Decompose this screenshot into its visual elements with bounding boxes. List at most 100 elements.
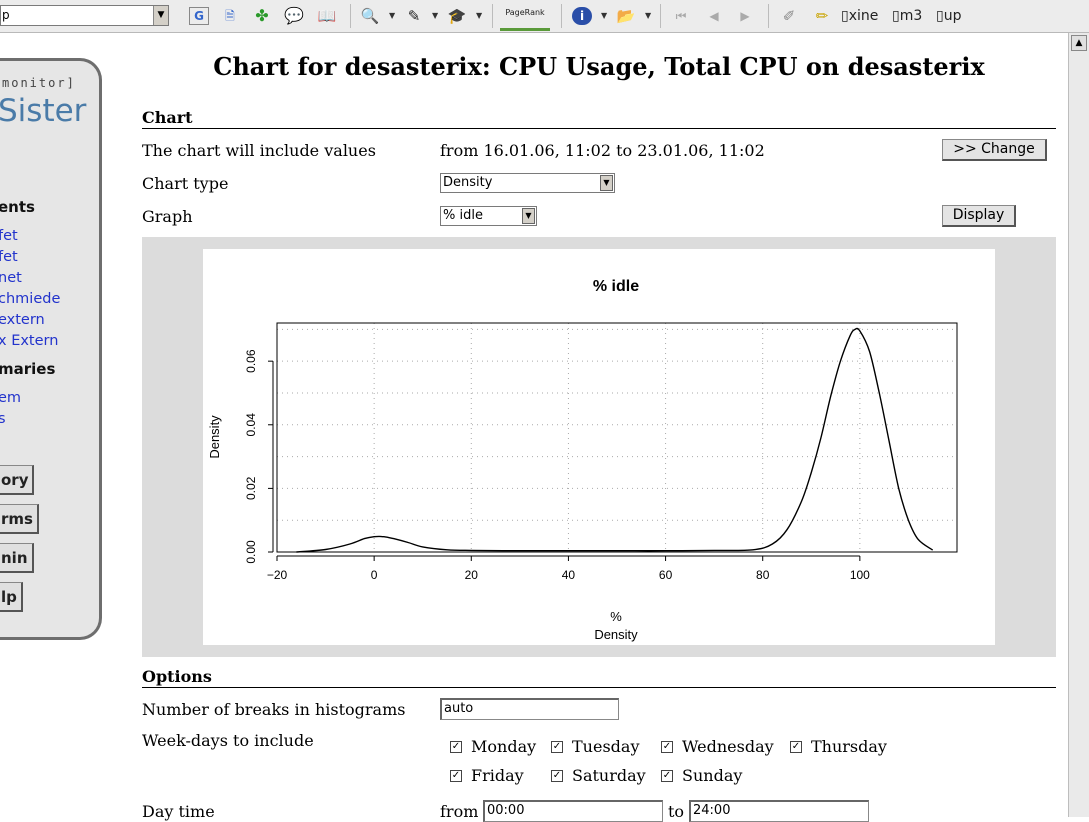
y-tick-label: 0.02	[244, 476, 258, 500]
info-icon[interactable]: i	[572, 7, 592, 25]
wednesday-label: Wednesday	[682, 737, 774, 756]
density-line	[296, 327, 934, 553]
sidebar-section-heading: ents	[0, 198, 35, 216]
daytime-label: Day time	[142, 802, 215, 821]
x-tick-label: 0	[371, 568, 378, 582]
help-button[interactable]: lp	[0, 582, 23, 612]
edit-icon[interactable]: ✐	[782, 7, 796, 25]
display-button[interactable]: Display	[942, 205, 1016, 227]
chevron-down-icon[interactable]: ▼	[600, 175, 613, 191]
monday-label: Monday	[471, 737, 537, 756]
graph-value: % idle	[443, 208, 483, 223]
bookmark-xine[interactable]: ▯xine	[841, 8, 879, 24]
density-chart: % idle −20 0 20 40 60 80 100 0.00 0.02 0.04 0.06 %…	[203, 249, 995, 645]
chevron-down-icon[interactable]: ▼	[522, 208, 535, 224]
chart-type-select[interactable]: Density ▼	[440, 173, 615, 193]
thursday-checkbox[interactable]: ✓	[790, 741, 802, 753]
thursday-label: Thursday	[811, 737, 887, 756]
history-button[interactable]: ory	[0, 465, 35, 495]
include-values-range: from 16.01.06, 11:02 to 23.01.06, 11:02	[440, 141, 765, 160]
scroll-up-icon[interactable]: ▲	[1071, 35, 1087, 51]
sidebar-link[interactable]: extern	[0, 312, 45, 328]
density-chart-svg: % idle −20 0 20 40 60 80 100 0.00 0.02 0.04 0.06 %…	[207, 278, 958, 642]
sidebar-section-heading: maries	[0, 360, 56, 378]
logo: Sister	[0, 93, 87, 129]
monitor-text: monitor]	[2, 76, 76, 90]
comment-icon[interactable]: 💬	[284, 6, 304, 25]
tuesday-checkbox[interactable]: ✓	[551, 741, 563, 753]
x-tick-label: 20	[465, 568, 479, 582]
daytime-to-label: to	[668, 802, 685, 821]
book-icon[interactable]: 📖	[317, 7, 337, 25]
x-tick-label: 100	[850, 568, 870, 582]
page-title: Chart for desasterix: CPU Usage, Total C…	[213, 52, 985, 81]
sidebar-link[interactable]: x Extern	[0, 333, 59, 349]
daytime-from-input[interactable]: 00:00	[483, 800, 663, 822]
x-tick-label: −20	[267, 568, 288, 582]
bookmark-up-label: up	[943, 8, 962, 24]
folder-icon[interactable]: 📂	[616, 7, 636, 25]
previous-icon[interactable]: ◀	[709, 9, 719, 23]
alarms-button[interactable]: rms	[0, 504, 39, 534]
pagerank-indicator: PageRank	[500, 8, 550, 31]
sidebar: monitor] Sister ents fet fet net chmiede…	[0, 58, 102, 640]
graph-select[interactable]: % idle ▼	[440, 206, 537, 226]
separator	[561, 4, 562, 28]
chart-type-label: Chart type	[142, 174, 229, 193]
x-tick-label: 40	[562, 568, 576, 582]
separator	[350, 4, 351, 28]
next-icon[interactable]: ▶	[740, 9, 750, 23]
google-icon[interactable]: G	[189, 7, 209, 25]
folder-dropdown-icon[interactable]: ▼	[645, 11, 652, 20]
graph-label: Graph	[142, 207, 193, 226]
page-info-icon[interactable]: 🗎	[225, 9, 235, 23]
sunday-checkbox[interactable]: ✓	[661, 770, 673, 782]
plot-frame	[276, 322, 958, 553]
search-icon[interactable]: 🔍	[360, 7, 380, 25]
admin-button[interactable]: nin	[0, 543, 34, 573]
sidebar-link[interactable]: fet	[0, 249, 18, 265]
daytime-to-input[interactable]: 24:00	[689, 800, 869, 822]
first-page-icon[interactable]: ⏮	[675, 9, 687, 23]
chart-axes: −20 0 20 40 60 80 100 0.00 0.02 0.04 0.06	[244, 349, 870, 582]
sidebar-link[interactable]: fet	[0, 228, 18, 244]
marker-icon[interactable]: ✏	[815, 7, 829, 25]
breaks-label: Number of breaks in histograms	[142, 700, 406, 719]
sidebar-link[interactable]: s	[0, 411, 6, 427]
monday-checkbox[interactable]: ✓	[450, 741, 462, 753]
address-combobox[interactable]: p ▼	[0, 5, 169, 26]
highlight-dropdown-icon[interactable]: ▼	[432, 11, 439, 20]
clover-icon[interactable]: ✤	[255, 6, 269, 25]
change-button[interactable]: >> Change	[942, 139, 1047, 161]
info-dropdown-icon[interactable]: ▼	[601, 11, 608, 20]
address-dropdown-icon[interactable]: ▼	[153, 6, 168, 25]
chart-grid	[276, 323, 957, 553]
friday-label: Friday	[471, 766, 524, 785]
bookmark-xine-label: xine	[848, 8, 879, 24]
friday-checkbox[interactable]: ✓	[450, 770, 462, 782]
x-tick-label: 80	[756, 568, 770, 582]
include-values-label: The chart will include values	[142, 141, 376, 160]
highlight-icon[interactable]: ✎	[407, 7, 421, 25]
bookmark-up[interactable]: ▯up	[936, 8, 962, 24]
sidebar-link[interactable]: chmiede	[0, 291, 61, 307]
graduation-cap-icon[interactable]: 🎓	[447, 7, 467, 25]
browser-toolbar: p ▼ G 🗎 ✤ 💬 📖 🔍 ▼ ✎ ▼ 🎓 ▼ PageRank i ▼ 📂…	[0, 0, 1089, 33]
breaks-input[interactable]: auto	[440, 698, 619, 720]
vertical-scrollbar[interactable]: ▲	[1068, 33, 1089, 817]
tuesday-label: Tuesday	[572, 737, 640, 756]
cap-dropdown-icon[interactable]: ▼	[476, 11, 483, 20]
saturday-checkbox[interactable]: ✓	[551, 770, 563, 782]
sidebar-link[interactable]: net	[0, 270, 22, 286]
y-tick-label: 0.06	[244, 349, 258, 373]
bookmark-m3-label: m3	[899, 8, 923, 24]
wednesday-checkbox[interactable]: ✓	[661, 741, 673, 753]
saturday-label: Saturday	[572, 766, 646, 785]
weekdays-label: Week-days to include	[142, 731, 314, 750]
y-tick-label: 0.00	[244, 540, 258, 564]
y-tick-label: 0.04	[244, 413, 258, 437]
sidebar-link[interactable]: em	[0, 390, 22, 406]
bookmark-m3[interactable]: ▯m3	[892, 8, 923, 24]
search-dropdown-icon[interactable]: ▼	[389, 11, 396, 20]
chart-section-heading: Chart	[142, 108, 1056, 129]
